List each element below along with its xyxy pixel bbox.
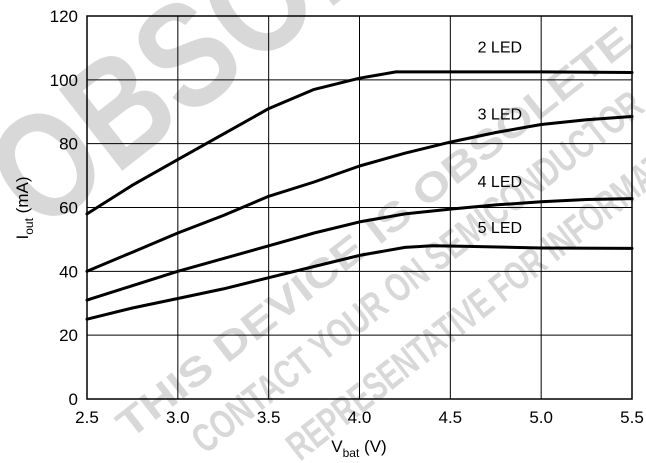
x-axis-label-main: V xyxy=(331,437,343,456)
watermark-line-2: CONTACT YOUR ON SEMICONDUCTOR xyxy=(183,83,646,462)
y-axis-label-main: I xyxy=(13,235,32,240)
x-axis-label: Vbat (V) xyxy=(331,437,386,460)
x-axis-label-sub: bat xyxy=(343,446,360,460)
series-line-3 xyxy=(85,197,634,302)
plot-area-frame xyxy=(86,15,633,400)
y-tick-label: 120 xyxy=(50,7,78,26)
series-label: 2 LED xyxy=(478,40,522,57)
series-line-4 xyxy=(85,244,634,321)
series-label: 3 LED xyxy=(478,107,522,124)
x-axis-label-unit: (V) xyxy=(359,437,386,456)
y-tick-label: 100 xyxy=(50,71,78,90)
x-axis-ticks: 2.5 3.0 3.5 4.0 4.5 5.0 5.5 xyxy=(75,408,644,427)
y-tick-label: 20 xyxy=(59,326,78,345)
x-tick-label: 5.5 xyxy=(620,408,644,427)
x-tick-label: 2.5 xyxy=(75,408,99,427)
series-label: 4 LED xyxy=(478,174,522,191)
x-tick-label: 3.5 xyxy=(257,408,281,427)
x-tick-label: 3.0 xyxy=(166,408,190,427)
x-tick-label: 5.0 xyxy=(529,408,553,427)
y-tick-label: 80 xyxy=(59,135,78,154)
y-axis-label-unit: (mA) xyxy=(13,177,32,219)
y-axis-label-sub: out xyxy=(22,217,36,234)
series-lines xyxy=(85,70,634,321)
y-axis-ticks: 0 20 40 60 80 100 120 xyxy=(50,7,78,409)
y-tick-label: 60 xyxy=(59,199,78,218)
series-line-2 xyxy=(85,115,634,273)
series-line-1 xyxy=(85,70,634,216)
series-label: 5 LED xyxy=(478,220,522,237)
y-tick-label: 40 xyxy=(59,262,78,281)
series-labels: 2 LED 3 LED 4 LED 5 LED xyxy=(478,40,522,237)
x-tick-label: 4.0 xyxy=(348,408,372,427)
y-tick-label: 0 xyxy=(69,390,78,409)
x-tick-label: 4.5 xyxy=(439,408,463,427)
y-axis-label: Iout (mA) xyxy=(13,177,36,240)
